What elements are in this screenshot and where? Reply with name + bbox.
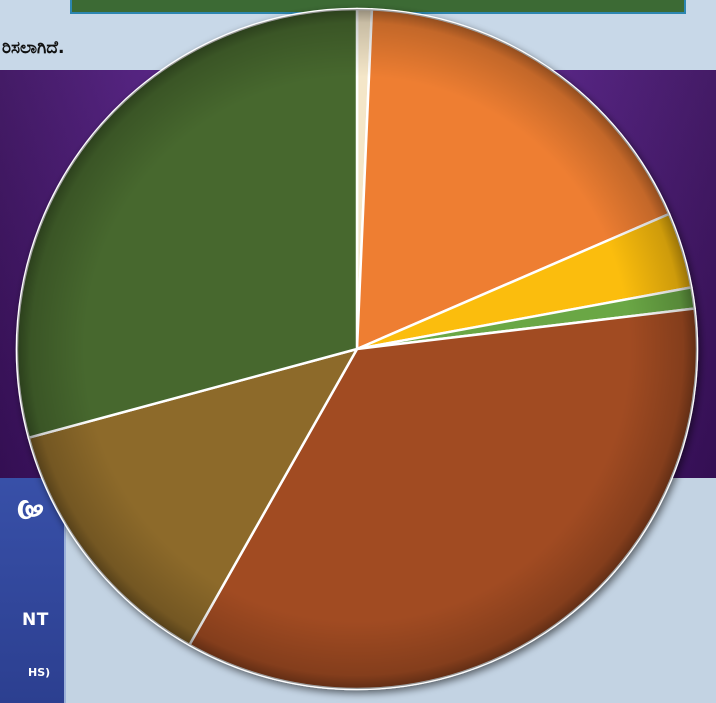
pie-slices bbox=[15, 7, 699, 691]
